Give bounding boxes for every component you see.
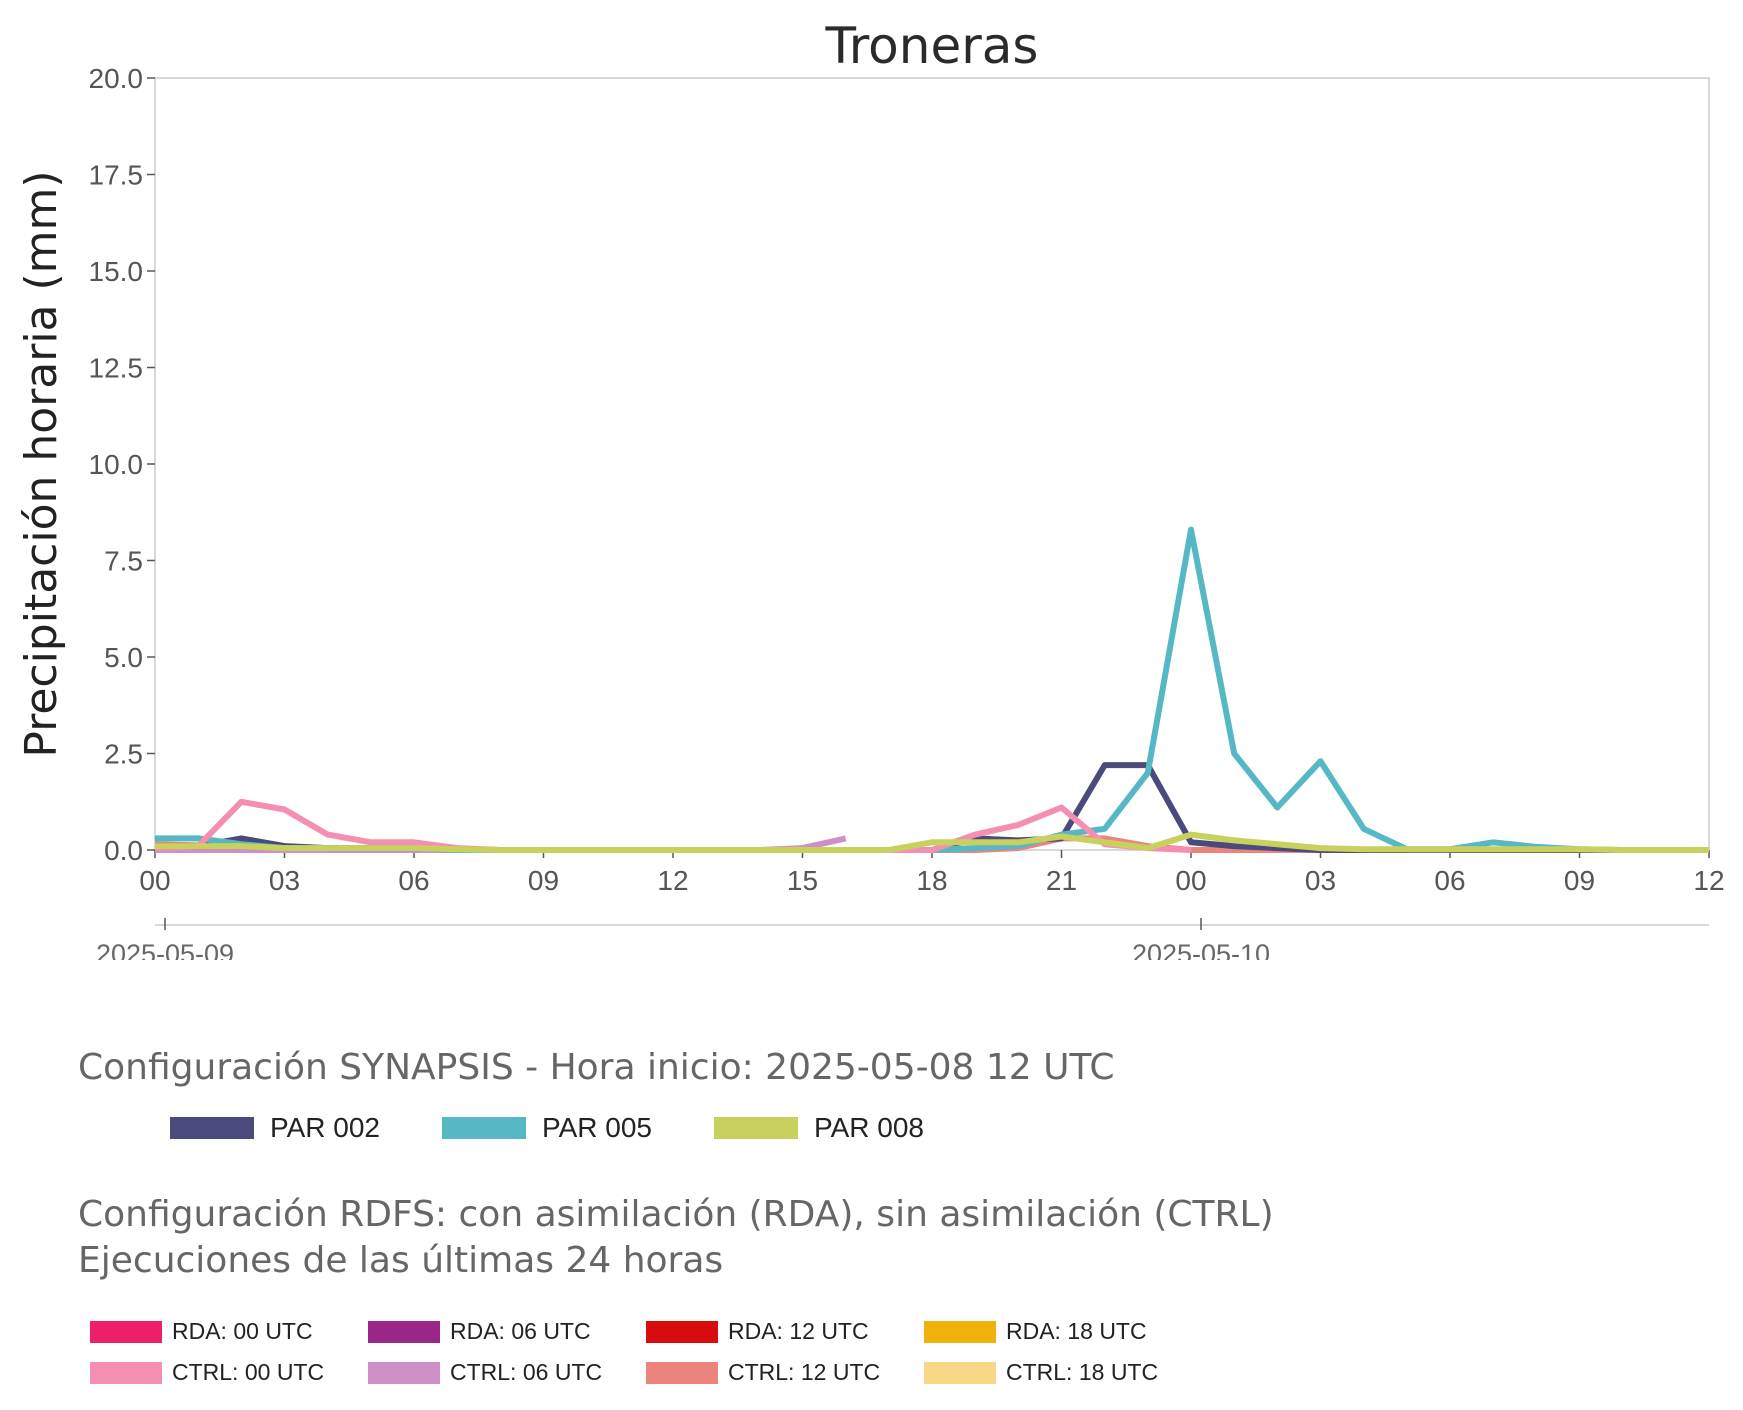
rdfs-legend-title-wrap: Configuración RDFS: con asimilación (RDA… [78, 1192, 1274, 1284]
legend-item-synapsis: PAR 008 [714, 1112, 924, 1144]
legend-label: PAR 005 [542, 1112, 652, 1143]
legend-label: RDA: 00 UTC [172, 1318, 313, 1344]
rdfs-legend-title: Configuración RDFS: con asimilación (RDA… [78, 1194, 1274, 1281]
x-tick-label: 06 [398, 865, 429, 896]
y-tick-label: 2.5 [104, 739, 143, 770]
series-line-par-002 [155, 762, 1709, 853]
x-tick-label: 12 [657, 865, 688, 896]
date-axis: 2025-05-09 2025-05-10 [96, 918, 1270, 960]
chart-title: Troneras [825, 17, 1039, 75]
legend-swatch [714, 1117, 798, 1139]
legend-item-rdfs: RDA: 18 UTC [924, 1318, 1202, 1345]
x-axis: 00 03 06 09 12 15 18 21 00 03 06 09 12 [139, 850, 1725, 896]
date-label: 2025-05-09 [96, 939, 234, 960]
x-tick-label: 12 [1693, 865, 1724, 896]
synapsis-legend-title: Configuración SYNAPSIS - Hora inicio: 20… [78, 1047, 1115, 1088]
legend-label: PAR 008 [814, 1112, 924, 1143]
legend-item-rdfs: CTRL: 06 UTC [368, 1359, 646, 1386]
y-axis-label: Precipitación horaria (mm) [16, 170, 67, 757]
legend-label: CTRL: 18 UTC [1006, 1359, 1159, 1385]
plot-area-frame [154, 77, 1710, 851]
legend-item-synapsis: PAR 002 [170, 1112, 380, 1144]
y-tick-label: 0.0 [104, 835, 143, 866]
x-tick-label: 21 [1046, 865, 1077, 896]
legend-swatch [368, 1361, 440, 1384]
y-tick-label: 12.5 [89, 353, 144, 384]
legend-label: RDA: 12 UTC [728, 1318, 869, 1344]
x-tick-label: 00 [1175, 865, 1206, 896]
x-tick-label: 15 [787, 865, 818, 896]
x-tick-label: 09 [528, 865, 559, 896]
legend-item-rdfs: RDA: 12 UTC [646, 1318, 924, 1345]
legend-swatch [646, 1361, 718, 1384]
series-line-par-008 [155, 831, 1709, 853]
x-tick-label: 03 [1305, 865, 1336, 896]
legend-item-rdfs: RDA: 06 UTC [368, 1318, 646, 1345]
series-layer [154, 526, 1709, 853]
x-tick-label: 18 [916, 865, 947, 896]
y-tick-label: 17.5 [89, 160, 144, 191]
y-tick-label: 20.0 [89, 63, 144, 94]
legend-swatch [924, 1361, 996, 1384]
legend-item-synapsis: PAR 005 [442, 1112, 652, 1144]
legend-label: PAR 002 [270, 1112, 380, 1143]
series-line-par-005 [155, 526, 1709, 853]
x-tick-label: 03 [269, 865, 300, 896]
legend-label: CTRL: 12 UTC [728, 1359, 881, 1385]
y-tick-label: 7.5 [104, 546, 143, 577]
y-axis: 0.0 2.5 5.0 7.5 10.0 12.5 15.0 17.5 20.0 [89, 63, 155, 866]
precipitation-chart: Troneras 0.0 2.5 5.0 7.5 10.0 12.5 15.0 17.5 20.… [16, 17, 1725, 960]
legend-item-rdfs: CTRL: 00 UTC [90, 1359, 368, 1386]
y-tick-label: 15.0 [89, 256, 144, 287]
x-tick-label: 00 [139, 865, 170, 896]
rdfs-legend: RDA: 00 UTC RDA: 06 UTC RDA: 12 UTC RDA: 18… [90, 1318, 1202, 1386]
legend-swatch [368, 1320, 440, 1343]
legend-label: RDA: 18 UTC [1006, 1318, 1147, 1344]
synapsis-legend: PAR 002 PAR 005 PAR 008 [170, 1112, 924, 1144]
legend-swatch [442, 1117, 526, 1139]
legend-label: CTRL: 06 UTC [450, 1359, 603, 1385]
legend-label: CTRL: 00 UTC [172, 1359, 325, 1385]
y-tick-label: 5.0 [104, 642, 143, 673]
legend-label: RDA: 06 UTC [450, 1318, 591, 1344]
legend-item-rdfs: CTRL: 12 UTC [646, 1359, 924, 1386]
legend-item-rdfs: CTRL: 18 UTC [924, 1359, 1202, 1386]
legend-swatch [170, 1117, 254, 1139]
date-label: 2025-05-10 [1132, 939, 1270, 960]
legend-item-rdfs: RDA: 00 UTC [90, 1318, 368, 1345]
legend-swatch [924, 1320, 996, 1343]
legend-swatch [646, 1320, 718, 1343]
legend-swatch [90, 1361, 162, 1384]
synapsis-legend-title-wrap: Configuración SYNAPSIS - Hora inicio: 20… [78, 1045, 1114, 1091]
x-tick-label: 09 [1564, 865, 1595, 896]
legend-swatch [90, 1320, 162, 1343]
x-tick-label: 06 [1434, 865, 1465, 896]
y-tick-label: 10.0 [89, 449, 144, 480]
